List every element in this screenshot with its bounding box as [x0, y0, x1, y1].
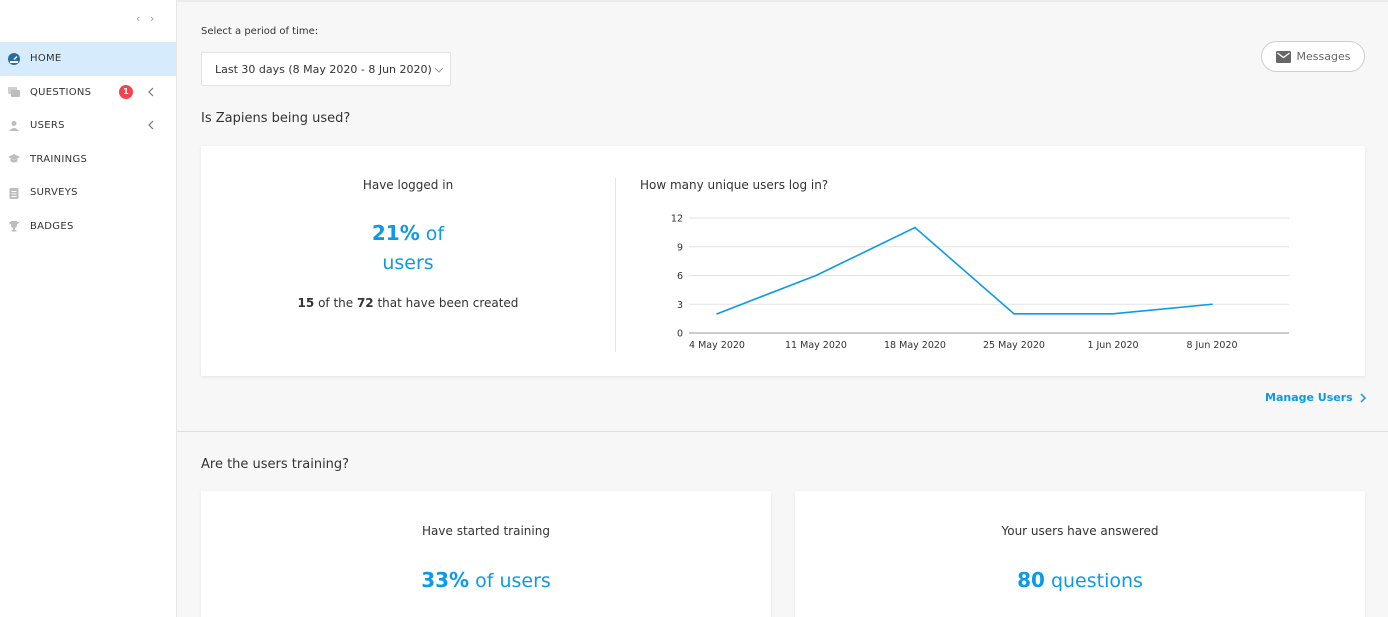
training-started-label: Have started training — [422, 524, 550, 538]
period-label: Select a period of time: — [201, 26, 319, 37]
trophy-icon — [8, 220, 20, 232]
sidebar-item-label: SURVEYS — [30, 187, 78, 199]
chart-y-tick-label: 9 — [677, 242, 683, 253]
login-line-chart: 0 3 6 9 12 4 May 2020 11 May 2020 18 May 2020 25… — [671, 214, 1289, 351]
sidebar-nav: HOME QUESTIONS 1 USERS TRAININGS — [0, 42, 176, 243]
messages-label: Messages — [1296, 50, 1351, 63]
chevron-left-icon[interactable] — [145, 86, 157, 98]
chart-x-tick-label: 11 May 2020 — [785, 340, 847, 351]
section-divider — [177, 431, 1388, 432]
logged-in-count: 15 — [297, 296, 315, 310]
logged-in-label: Have logged in — [362, 178, 454, 192]
chart-title: How many unique users log in? — [640, 178, 829, 192]
logged-in-of-the: of the — [314, 296, 357, 310]
chevron-right-icon — [1360, 392, 1366, 403]
user-icon — [8, 120, 20, 132]
envelope-icon — [1275, 50, 1291, 63]
notification-badge: 1 — [119, 84, 133, 99]
chart-y-tick-label: 3 — [677, 300, 683, 311]
sidebar-item-home[interactable]: HOME — [0, 42, 176, 76]
card-divider — [615, 178, 616, 352]
logged-in-suffix: that have been created — [373, 296, 519, 310]
sidebar-item-label: HOME — [30, 53, 62, 65]
chevron-down-icon — [434, 67, 444, 73]
answered-suffix: questions — [1044, 570, 1143, 592]
questions-icon — [8, 86, 20, 98]
training-started-card: Have started training 33% of users — [201, 491, 771, 617]
dashboard-icon — [8, 52, 20, 65]
manage-users-label: Manage Users — [1265, 391, 1353, 404]
logged-in-percent: 21% — [371, 221, 420, 245]
chart-x-tick-label: 8 Jun 2020 — [1186, 340, 1237, 351]
chart-data-point — [914, 226, 916, 229]
chart-y-tick-label: 6 — [677, 271, 683, 282]
sidebar-item-questions[interactable]: QUESTIONS 1 — [0, 76, 176, 110]
sidebar-item-label: BADGES — [30, 220, 74, 232]
sidebar-item-label: QUESTIONS — [30, 86, 92, 98]
chart-x-tick-label: 1 Jun 2020 — [1087, 340, 1138, 351]
sidebar-item-users[interactable]: USERS — [0, 109, 176, 143]
users-total: 72 — [356, 296, 374, 310]
chart-x-tick-label: 4 May 2020 — [689, 340, 745, 351]
sidebar-item-trainings[interactable]: TRAININGS — [0, 143, 176, 177]
logged-in-users: users — [382, 252, 434, 274]
answered-label: Your users have answered — [1001, 524, 1159, 538]
chart-x-tick-label: 25 May 2020 — [983, 340, 1045, 351]
chart-data-point — [1013, 313, 1015, 315]
training-section-title: Are the users training? — [201, 457, 350, 472]
graduation-cap-icon — [8, 153, 20, 165]
top-border — [177, 0, 1388, 2]
sidebar-item-label: USERS — [30, 120, 65, 132]
logged-in-panel: Have logged in 21% of users 15 of the 72… — [201, 146, 615, 376]
logged-in-stat: 21% of users — [201, 219, 615, 278]
logged-in-of: of — [419, 223, 445, 245]
collapse-sidebar-icon[interactable]: ‹ › — [136, 12, 158, 25]
sidebar-item-surveys[interactable]: SURVEYS — [0, 176, 176, 210]
logged-in-detail: 15 of the 72 that have been created — [201, 296, 615, 310]
usage-card: Have logged in 21% of users 15 of the 72… — [201, 146, 1365, 376]
main-content: Select a period of time: Last 30 days (8… — [177, 0, 1388, 617]
messages-button[interactable]: Messages — [1261, 41, 1365, 72]
chart-data-point — [1211, 303, 1213, 306]
training-started-percent: 33% — [421, 568, 470, 592]
training-started-stat: 33% of users — [201, 566, 771, 596]
answered-questions-card: Your users have answered 80 questions — [795, 491, 1365, 617]
answered-count: 80 — [1017, 568, 1045, 592]
chevron-left-icon[interactable] — [145, 119, 157, 131]
chart-y-tick-label: 12 — [671, 214, 683, 225]
chart-x-tick-label: 18 May 2020 — [884, 340, 946, 351]
answered-stat: 80 questions — [795, 566, 1365, 596]
sidebar: ‹ › HOME QUESTIONS 1 USERS — [0, 0, 177, 617]
period-select-value: Last 30 days (8 May 2020 - 8 Jun 2020) — [215, 62, 432, 76]
chart-data-point — [815, 274, 817, 277]
period-select[interactable]: Last 30 days (8 May 2020 - 8 Jun 2020) — [201, 52, 451, 86]
chart-y-tick-label: 0 — [677, 329, 683, 340]
chart-data-point — [716, 313, 718, 315]
chart-series-line — [716, 226, 1213, 315]
chart-data-point — [1112, 313, 1114, 315]
clipboard-icon — [8, 187, 20, 199]
manage-users-link[interactable]: Manage Users — [1265, 391, 1367, 404]
training-started-suffix: of users — [469, 570, 551, 592]
usage-section-title: Is Zapiens being used? — [201, 111, 351, 126]
sidebar-item-badges[interactable]: BADGES — [0, 210, 176, 244]
sidebar-item-label: TRAININGS — [30, 153, 88, 165]
